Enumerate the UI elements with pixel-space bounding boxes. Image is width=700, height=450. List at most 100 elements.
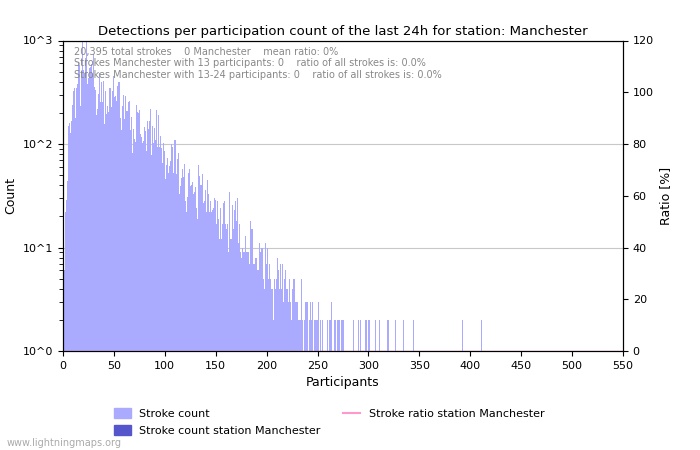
Bar — [145, 131, 146, 450]
Bar — [319, 351, 320, 450]
Bar — [389, 351, 391, 450]
Bar — [239, 252, 241, 450]
Bar — [91, 64, 92, 450]
Bar — [82, 40, 83, 450]
Text: www.lightningmaps.org: www.lightningmaps.org — [7, 438, 122, 448]
Bar — [187, 197, 188, 450]
Bar — [180, 186, 181, 450]
Bar — [209, 212, 210, 450]
Bar — [327, 320, 328, 450]
Bar — [136, 112, 138, 450]
Bar — [87, 84, 88, 450]
Bar — [146, 151, 147, 450]
X-axis label: Participants: Participants — [306, 376, 380, 389]
Bar — [174, 140, 176, 450]
Bar — [243, 252, 244, 450]
Stroke ratio station Manchester — [314, 348, 323, 354]
Bar — [98, 94, 99, 450]
Bar — [201, 185, 202, 450]
Bar — [313, 351, 314, 450]
Bar — [66, 181, 68, 450]
Bar — [129, 100, 130, 450]
Bar — [130, 130, 131, 450]
Bar — [275, 289, 276, 450]
Stroke ratio station Manchester — [552, 348, 561, 354]
Bar — [328, 351, 329, 450]
Bar — [189, 169, 190, 450]
Bar — [248, 264, 250, 450]
Text: 20,395 total strokes    0 Manchester    mean ratio: 0%
Strokes Manchester with 1: 20,395 total strokes 0 Manchester mean r… — [74, 47, 442, 80]
Bar — [195, 188, 196, 450]
Bar — [314, 320, 315, 450]
Bar — [220, 208, 221, 450]
Bar — [223, 203, 225, 450]
Bar — [290, 320, 292, 450]
Bar — [203, 203, 204, 450]
Bar — [226, 229, 228, 450]
Bar — [122, 95, 124, 450]
Bar — [268, 279, 270, 450]
Bar — [207, 180, 208, 450]
Bar — [164, 151, 165, 450]
Bar — [351, 351, 353, 450]
Bar — [64, 212, 66, 450]
Bar — [422, 351, 423, 450]
Bar — [148, 129, 149, 450]
Bar — [364, 351, 365, 450]
Bar — [395, 320, 396, 450]
Bar — [205, 190, 206, 450]
Bar — [141, 137, 142, 450]
Bar — [266, 264, 267, 450]
Bar — [108, 112, 109, 450]
Bar — [326, 351, 327, 450]
Bar — [132, 153, 133, 450]
Bar — [295, 302, 297, 450]
Bar — [259, 243, 260, 450]
Bar — [102, 102, 103, 450]
Bar — [281, 289, 282, 450]
Bar — [385, 351, 386, 450]
Legend: Stroke count, Stroke count station Manchester, Stroke ratio station Manchester: Stroke count, Stroke count station Manch… — [109, 404, 549, 440]
Bar — [276, 279, 277, 450]
Bar — [133, 129, 134, 450]
Bar — [153, 143, 154, 450]
Bar — [338, 320, 339, 450]
Bar — [454, 351, 456, 450]
Bar — [435, 351, 436, 450]
Bar — [246, 252, 247, 450]
Bar — [288, 279, 290, 450]
Bar — [90, 67, 91, 450]
Bar — [109, 88, 111, 450]
Bar — [244, 252, 245, 450]
Bar — [254, 264, 255, 450]
Bar — [202, 174, 203, 450]
Bar — [68, 126, 69, 450]
Bar — [321, 351, 322, 450]
Bar — [215, 200, 216, 450]
Bar — [363, 351, 364, 450]
Bar — [306, 302, 307, 450]
Bar — [260, 252, 261, 450]
Bar — [258, 270, 259, 450]
Bar — [330, 320, 331, 450]
Bar — [181, 169, 183, 450]
Bar — [292, 289, 293, 450]
Bar — [124, 119, 125, 450]
Bar — [410, 351, 411, 450]
Bar — [69, 133, 71, 450]
Bar — [183, 164, 185, 450]
Bar — [74, 88, 75, 450]
Bar — [273, 320, 274, 450]
Bar — [405, 351, 407, 450]
Bar — [200, 185, 201, 450]
Bar — [165, 179, 167, 450]
Bar — [232, 229, 234, 450]
Bar — [143, 141, 144, 450]
Bar — [217, 201, 218, 450]
Bar — [304, 302, 306, 450]
Bar — [337, 320, 338, 450]
Bar — [158, 115, 159, 450]
Bar — [373, 351, 374, 450]
Bar — [104, 124, 105, 450]
Bar — [176, 159, 178, 450]
